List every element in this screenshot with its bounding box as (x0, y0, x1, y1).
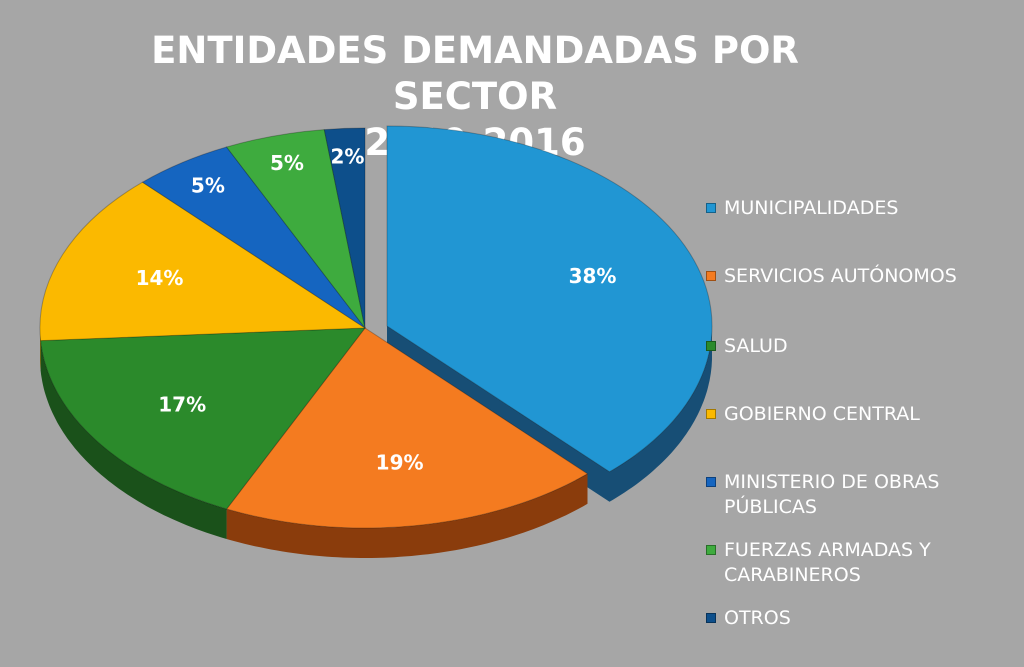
pie-slice-otros (323, 127, 366, 329)
pie-slice-gobierno-central (39, 181, 367, 342)
legend-item-municipalidades: MUNICIPALIDADES (706, 196, 1009, 221)
legend-label: FUERZAS ARMADAS Y CARABINEROS (724, 539, 931, 586)
pie-slice-ministerio-de-obras-publicas (141, 146, 366, 329)
legend-label: MUNICIPALIDADES (724, 197, 899, 219)
legend-swatch-icon (706, 341, 716, 351)
legend-label: SERVICIOS AUTÓNOMOS (724, 265, 957, 287)
legend-item-servicios-autonomos: SERVICIOS AUTÓNOMOS (706, 264, 1009, 289)
data-label-salud: 17% (158, 392, 206, 416)
pie-side-municipalidades (609, 322, 712, 502)
legend-item-salud: SALUD (706, 334, 1009, 359)
legend-item-ministerio-obras-publicas: MINISTERIO DE OBRAS PÚBLICAS (706, 470, 1009, 520)
legend-swatch-icon (706, 477, 716, 487)
legend-label: GOBIERNO CENTRAL (724, 403, 920, 425)
pie-slice-servicios-autonomos (225, 327, 589, 529)
legend-swatch-icon (706, 409, 716, 419)
legend-swatch-icon (706, 203, 716, 213)
data-label-municipalidades: 38% (569, 264, 617, 288)
chart-title-line-1: ENTIDADES DEMANDADAS POR (151, 29, 799, 72)
pie-side-gobierno-central (40, 326, 41, 371)
legend-label: MINISTERIO DE OBRAS PÚBLICAS (724, 471, 940, 518)
legend-item-otros: OTROS (706, 606, 1009, 631)
data-label-gobierno-central: 14% (136, 266, 184, 290)
chart-title-line-2: SECTOR (392, 75, 558, 118)
legend-swatch-icon (706, 613, 716, 623)
legend-swatch-icon (706, 271, 716, 281)
pie-side-servicios-autonomos (226, 473, 588, 558)
chart-title: ENTIDADES DEMANDADAS POR SECTOR 2010-201… (40, 28, 910, 166)
legend-label: SALUD (724, 335, 788, 357)
legend-label: OTROS (724, 607, 791, 629)
data-label-ministerio-de-obras-publicas: 5% (191, 174, 225, 198)
legend-item-gobierno-central: GOBIERNO CENTRAL (706, 402, 1009, 427)
pie-side-salud (40, 340, 227, 539)
pie-labels: 38% 19% 17% 14% 5% 5% 2% (136, 144, 617, 474)
pie-slice-municipalidades (386, 125, 713, 473)
data-label-fuerzas-armadas-y-carabineros: 5% (270, 151, 304, 175)
pie-slice-fuerzas-armadas-y-carabineros (225, 129, 366, 329)
pie-slice-salud (40, 327, 367, 510)
pie-tops (39, 125, 713, 529)
data-label-otros: 2% (331, 144, 365, 168)
data-label-servicios-autonomos: 19% (376, 450, 424, 474)
legend-swatch-icon (706, 545, 716, 555)
legend-item-fuerzas-armadas: FUERZAS ARMADAS Y CARABINEROS (706, 538, 1009, 588)
